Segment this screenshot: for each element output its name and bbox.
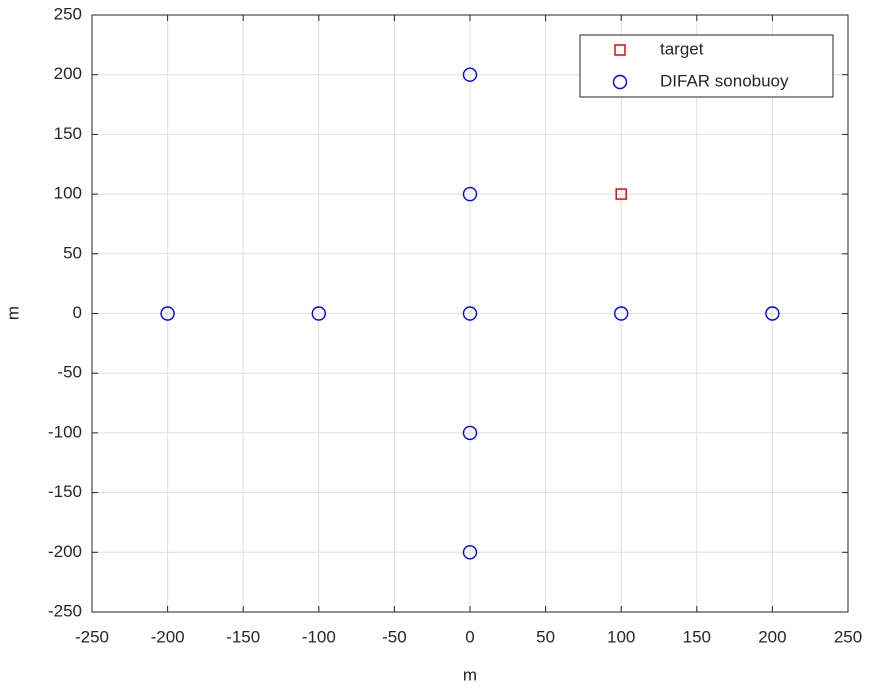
x-tick-label: 50 (536, 627, 555, 646)
point (765, 306, 780, 321)
point (614, 306, 629, 321)
point (462, 425, 478, 441)
y-tick-label: 50 (63, 243, 82, 262)
point (160, 306, 175, 321)
x-tick-label: -100 (302, 627, 336, 646)
point (311, 306, 326, 321)
x-axis-label: m (463, 665, 477, 684)
point (462, 186, 478, 202)
legend-label: DIFAR sonobuoy (660, 71, 789, 90)
legend-marker (612, 74, 628, 90)
x-tick-label: -250 (75, 627, 109, 646)
x-tick-label: 150 (683, 627, 711, 646)
point (462, 306, 478, 321)
y-tick-label: -200 (48, 542, 82, 561)
y-tick-label: 150 (54, 124, 82, 143)
point (615, 188, 627, 200)
point (462, 545, 478, 560)
x-tick-label: 250 (834, 627, 862, 646)
legend-marker (614, 44, 626, 56)
x-tick-label: -150 (226, 627, 260, 646)
y-tick-label: -50 (57, 363, 82, 382)
y-tick-label: 100 (54, 184, 82, 203)
y-tick-label: 0 (73, 303, 82, 322)
y-tick-label: 200 (54, 64, 82, 83)
y-tick-label: -100 (48, 422, 82, 441)
x-tick-label: 0 (465, 627, 474, 646)
x-tick-label: 100 (607, 627, 635, 646)
legend-label: target (660, 39, 704, 58)
y-axis-label: m (3, 306, 22, 320)
y-tick-label: -250 (48, 601, 82, 620)
y-tick-label: -150 (48, 482, 82, 501)
x-tick-label: 200 (758, 627, 786, 646)
point (462, 67, 478, 82)
plot-frame (91, 14, 849, 613)
y-tick-label: 250 (54, 4, 82, 23)
x-tick-label: -200 (151, 627, 185, 646)
x-tick-label: -50 (382, 627, 407, 646)
